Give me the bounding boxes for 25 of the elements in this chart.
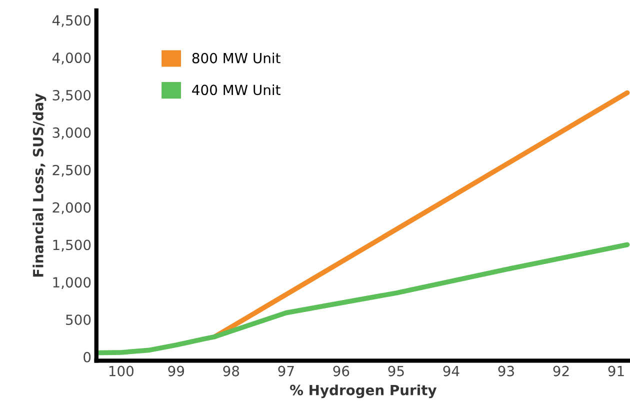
y-axis-title: Financial Loss, SUS/day [32, 93, 46, 277]
y-tick-label: 2,500 [52, 164, 91, 177]
y-tick-label: 500 [66, 314, 91, 326]
x-tick-label: 98 [223, 366, 240, 376]
legend-label: 400 MW Unit [192, 84, 280, 96]
y-tick-label: 4,500 [52, 15, 91, 28]
x-tick-label: 91 [608, 366, 624, 376]
x-tick-label: 100 [109, 366, 134, 376]
x-tick-label: 97 [278, 366, 294, 376]
x-tick-label: 99 [168, 366, 184, 376]
x-axis-title: % Hydrogen Purity [290, 384, 437, 398]
x-tick-label: 96 [333, 366, 350, 376]
x-tick-label: 94 [443, 366, 460, 376]
y-tick-label: 3,500 [52, 90, 91, 102]
x-tick-label: 92 [553, 366, 569, 376]
y-tick-label: 4,000 [52, 52, 91, 64]
y-tick-label: 1,000 [53, 277, 91, 290]
legend-label: 800 MW Unit [192, 52, 280, 64]
x-tick-label: 93 [498, 366, 514, 376]
y-tick-label: 0 [84, 352, 91, 362]
y-tick-label: 3,000 [52, 127, 91, 140]
y-tick-label: 1,500 [53, 240, 91, 252]
line-series [96, 242, 630, 356]
x-tick-label: 95 [388, 366, 404, 376]
y-tick-label: 2,000 [52, 202, 91, 214]
